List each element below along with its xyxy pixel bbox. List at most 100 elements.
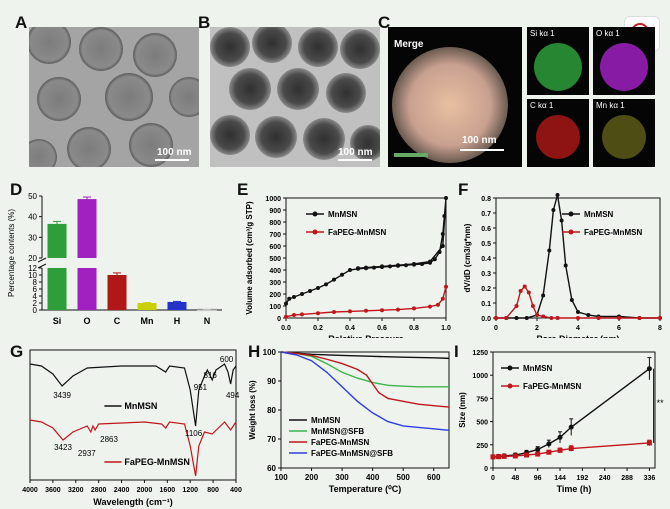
size-point-0 (646, 366, 652, 372)
mnmsn-point (428, 259, 432, 264)
y-tick-label: 0.7 (481, 211, 491, 218)
y-tick-label: 0.8 (481, 196, 491, 203)
plot-frame (492, 351, 656, 469)
fapeg-point (494, 316, 498, 320)
size-mnmsn-legend-marker (507, 365, 513, 371)
plot-frame (285, 197, 447, 319)
y-axis-label: Percentage contents (%) (7, 209, 16, 297)
mnmsn-point (514, 316, 519, 320)
y-tick-label: 0.1 (481, 301, 491, 308)
bar-upper (77, 199, 97, 258)
x-tick-label: 500 (397, 473, 411, 482)
axis-break-1 (37, 257, 47, 263)
mnmsn-point (559, 218, 564, 223)
mnmsn-point (563, 263, 568, 268)
panel-letter-h: H (248, 342, 261, 361)
x-tick-label: 2 (535, 325, 539, 332)
mnmsn-point (404, 263, 408, 268)
peak-label: 600 (220, 355, 234, 364)
mnmsn-point (551, 208, 556, 212)
mnmsn-point (316, 286, 320, 290)
fapeg-point (555, 316, 560, 320)
fapeg-line (496, 285, 660, 319)
fapeg-legend-marker (568, 229, 574, 235)
fapeg-point (396, 307, 400, 312)
y-axis-label: Size (nm) (458, 392, 467, 428)
peak-label: 2937 (78, 449, 96, 458)
panel-letter-c: C (378, 13, 391, 32)
panel-letter-a: A (15, 13, 28, 32)
bar (107, 275, 127, 310)
y-tick-label: 500 (269, 256, 281, 263)
x-tick-label: 3200 (68, 487, 84, 494)
x-tick-label: 4 (576, 325, 580, 332)
y-tick-label: 70 (267, 435, 276, 444)
panel-letter-e: E (237, 180, 249, 199)
significance-label: ** (657, 398, 665, 408)
mnmsn-point (440, 244, 445, 248)
x-axis-label: Wavelength (cm⁻¹) (93, 497, 172, 507)
y-axis-label: Volume adsorbed (cm³/g STP) (245, 201, 254, 315)
fapeg-point (300, 312, 304, 317)
panel-letter-g: G (10, 342, 24, 361)
peak-label: 951 (194, 383, 208, 392)
peak-label: 3423 (54, 443, 72, 452)
mnmsn-point (324, 282, 328, 287)
mnmsn-point (372, 265, 376, 270)
fapeg-point (617, 316, 621, 320)
chart-e: 0.0 0.2 0.4 0.6 0.8 1.0 0 100 200 300 400 500 600 700… (245, 196, 451, 338)
x-axis-label: Relative Pressure (328, 334, 404, 338)
y-tick-label: 0.6 (481, 226, 491, 233)
fapeg-point (348, 309, 352, 314)
y-tick-label: 10 (28, 271, 37, 280)
mnmsn-point (412, 262, 416, 266)
y-tick-label: 0.0 (481, 316, 491, 323)
y-tick-label: 400 (269, 268, 281, 275)
mnmsn-point (569, 298, 574, 302)
size-fapeg-legend-label: FaPEG-MnMSN (523, 382, 581, 391)
panel-letter-d: D (10, 180, 23, 199)
x-tick-label: 0 (494, 325, 498, 332)
y-tick-label: 90 (267, 377, 276, 386)
y-tick-label: 1000 (472, 373, 488, 380)
tga-legend-label-0: MnMSN (311, 416, 341, 425)
size-fapeg-legend-marker (507, 383, 513, 389)
mnmsn-point (555, 193, 560, 197)
y-tick-label: 1000 (265, 196, 281, 203)
x-tick-label: 0.6 (377, 325, 387, 332)
mnmsn-legend-label: MnMSN (584, 210, 614, 219)
mnmsn-point (292, 295, 296, 299)
fapeg-point (522, 284, 527, 289)
fapeg-point (526, 290, 531, 295)
y-tick-label: 1250 (472, 350, 488, 357)
tga-0-line (280, 351, 450, 360)
y-tick-label: 8 (33, 278, 38, 287)
mnmsn-point (440, 232, 445, 236)
fapeg-point (518, 289, 523, 293)
y-tick-label: 250 (476, 443, 488, 450)
x-tick-label: 400 (366, 473, 380, 482)
fapeg-point (332, 310, 336, 314)
y-tick-label: 600 (269, 244, 281, 251)
size-point-1 (568, 446, 574, 452)
bar-lower (47, 268, 67, 310)
peak-label: 3439 (53, 391, 71, 400)
scale-bar-b (338, 159, 372, 161)
chart-f: 0 2 4 6 8 0.0 0.1 0.2 0.3 0.4 0.5 0.6 0.7 0.8 Pore Dia… (463, 193, 662, 338)
size-point-1 (557, 447, 563, 453)
fapeg-point (549, 316, 554, 320)
scale-bar-c (460, 149, 504, 151)
x-tick-label: 4000 (22, 487, 38, 494)
peak-label: 816 (204, 371, 218, 380)
chart-g: 4000 3600 3200 2800 2400 2000 1600 1200 800 400 Wa… (22, 349, 242, 507)
mnmsn-point (364, 265, 368, 270)
y-tick-label: 0 (277, 316, 281, 323)
y-tick-label: 4 (33, 292, 38, 301)
y-tick-label: 750 (476, 396, 488, 403)
y-tick-label: 50 (28, 192, 37, 201)
x-tick-label: 8 (658, 325, 662, 332)
x-tick-label: 2800 (91, 487, 107, 494)
x-tick-label: 48 (511, 475, 519, 482)
y-tick-label: 100 (269, 304, 281, 311)
mnmsn-point (308, 289, 312, 293)
